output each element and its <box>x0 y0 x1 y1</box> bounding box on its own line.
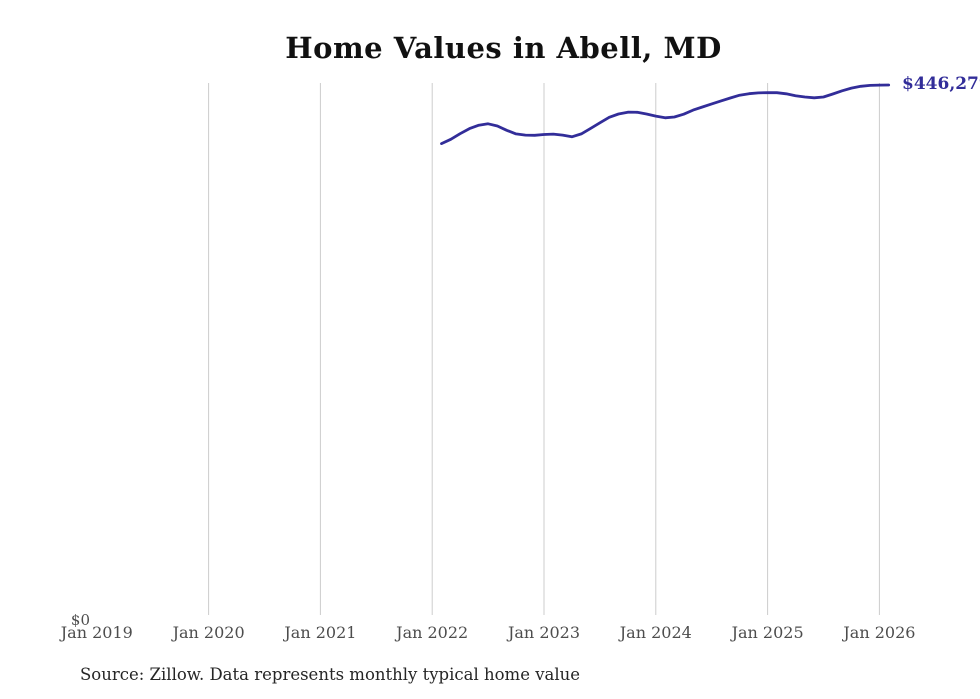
y-zero-label: $0 <box>70 611 90 629</box>
x-tick-label: Jan 2023 <box>507 623 581 642</box>
x-tick-label: Jan 2022 <box>396 623 469 642</box>
x-tick-label: Jan 2020 <box>172 623 245 642</box>
x-tick-label: Jan 2019 <box>60 623 133 642</box>
x-tick-label: Jan 2025 <box>731 623 804 642</box>
source-note: Source: Zillow. Data represents monthly … <box>80 665 581 684</box>
final-value-label: $446,279 <box>902 74 980 94</box>
x-tick-label: Jan 2021 <box>284 623 357 642</box>
x-tick-label: Jan 2024 <box>619 623 692 642</box>
chart-title: Home Values in Abell, MD <box>285 31 722 65</box>
x-tick-label: Jan 2026 <box>843 623 916 642</box>
value-line <box>440 83 891 146</box>
